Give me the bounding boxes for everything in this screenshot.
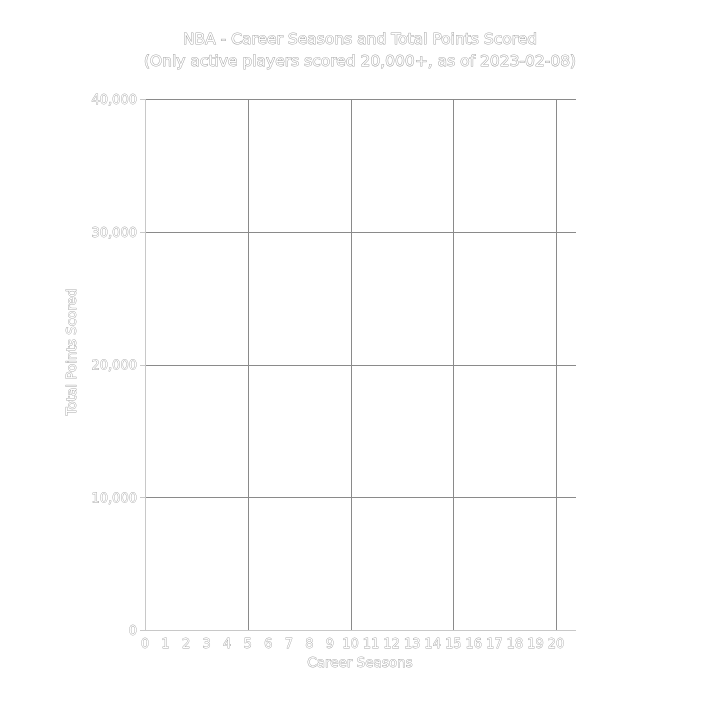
chart-title-line-1: NBA - Career Seasons and Total Points Sc…	[183, 30, 537, 48]
x-tick-label: 1	[161, 637, 169, 652]
y-tick-label: 10,000	[92, 491, 138, 506]
axes	[145, 99, 576, 631]
grid-lines	[145, 99, 576, 630]
y-axis-label: Total Points Scored	[64, 288, 80, 416]
y-tick-label: 20,000	[92, 359, 138, 374]
y-axis-ticks: 0 10,000 20,000 30,000 40,000	[91, 93, 145, 639]
y-tick-label: 40,000	[92, 93, 138, 108]
x-tick-label: 17	[486, 637, 503, 652]
x-tick-label: 15	[445, 637, 462, 652]
x-tick-label: 18	[507, 637, 524, 652]
x-tick-label: 16	[466, 637, 483, 652]
x-tick-label: 4	[223, 637, 231, 652]
x-tick-label: 5	[244, 637, 252, 652]
x-tick-label: 10	[342, 637, 359, 652]
x-tick-label: 20	[548, 637, 565, 652]
x-tick-label: 7	[285, 637, 293, 652]
x-tick-label: 3	[203, 637, 211, 652]
x-axis-label: Career Seasons	[307, 655, 412, 671]
y-tick-label: 30,000	[92, 226, 138, 241]
x-axis-ticks: 0 1 2 3 4 5 6 7 8 9 10 11 12 13 14 15 16 17 18 19 20	[141, 637, 565, 653]
x-tick-label: 6	[264, 637, 272, 652]
x-tick-label: 0	[141, 637, 149, 652]
y-tick-label: 0	[129, 624, 137, 639]
x-tick-label: 19	[527, 637, 544, 652]
chart-title: NBA - Career Seasons and Total Points Sc…	[143, 30, 576, 71]
chart-title-line-2: (Only active players scored 20,000+, as …	[144, 52, 576, 70]
x-tick-label: 14	[424, 637, 441, 652]
x-tick-label: 9	[326, 637, 334, 652]
x-tick-label: 2	[182, 637, 190, 652]
x-tick-label: 13	[404, 637, 421, 652]
x-tick-label: 11	[363, 637, 380, 652]
x-tick-label: 8	[305, 637, 313, 652]
x-tick-label: 12	[383, 637, 400, 652]
